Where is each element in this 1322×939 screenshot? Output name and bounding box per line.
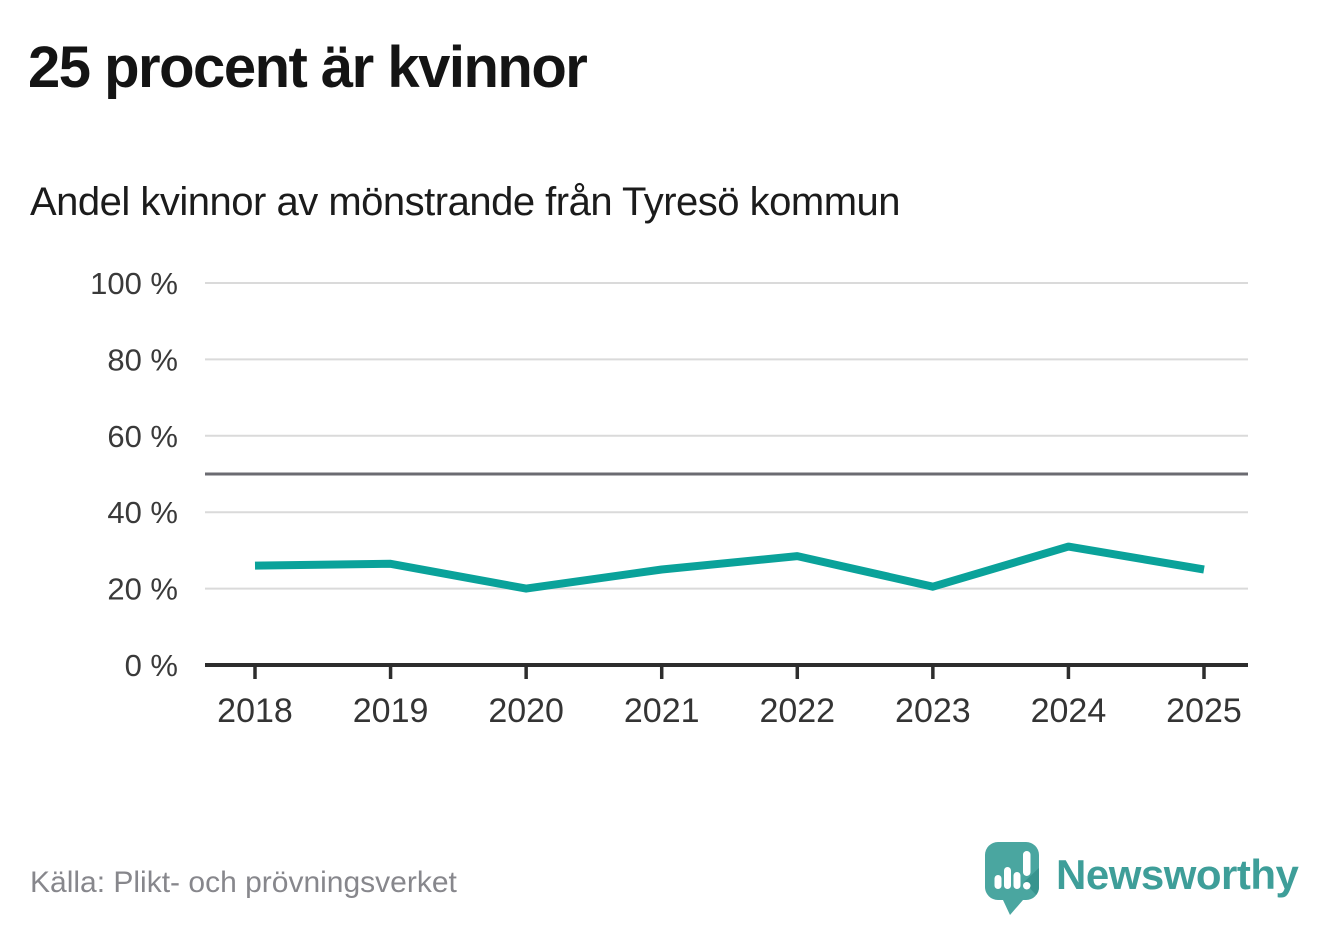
logo-exclamation-dot [1023,882,1031,890]
logo-shade-triangle [1024,866,1039,900]
newsworthy-logo: Newsworthy [983,840,1299,917]
y-axis-label-40: 40 % [107,495,178,530]
x-axis-label-2022: 2022 [759,692,835,730]
logo-exclamation-bar [1023,851,1031,876]
x-axis-label-2025: 2025 [1166,692,1242,730]
y-axis-label-20: 20 % [107,572,178,607]
line-chart: 0 % 20 % 40 % 60 % 80 % 100 % 2018 2019 2020 2021… [90,266,1248,730]
logo-bar-3 [1013,872,1021,889]
x-axis-label-2021: 2021 [624,692,700,730]
x-axis-label-2024: 2024 [1031,692,1107,730]
x-axis-label-2019: 2019 [353,692,429,730]
newsworthy-wordmark: Newsworthy [1056,850,1299,898]
source-note: Källa: Plikt- och prövningsverket [30,866,457,899]
x-axis-label-2018: 2018 [217,692,293,730]
y-axis-label-80: 80 % [107,342,178,377]
newsworthy-bubble-icon [985,842,1039,915]
data-line-andel-kvinnor [254,542,1205,593]
y-axis-label-100: 100 % [90,266,178,301]
chart-subtitle: Andel kvinnor av mönstrande från Tyresö … [30,180,901,224]
page-title: 25 procent är kvinnor [28,35,588,100]
logo-bar-2 [1004,867,1011,889]
y-axis-label-0: 0 % [125,648,178,683]
x-axis-label-2023: 2023 [895,692,971,730]
x-axis-label-2020: 2020 [488,692,564,730]
logo-bar-1 [994,875,1002,889]
y-axis-label-60: 60 % [107,419,178,454]
